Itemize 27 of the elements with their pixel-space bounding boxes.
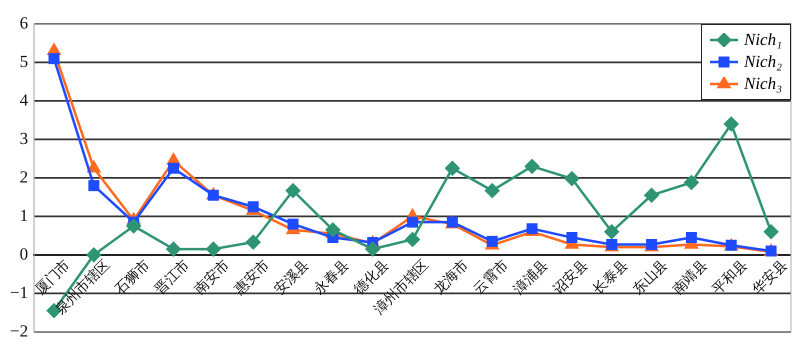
x-tick-label: 平和县 bbox=[710, 256, 751, 298]
legend-label: Nich₂ bbox=[744, 51, 782, 73]
x-tick-label: 龙海市 bbox=[430, 256, 472, 298]
y-tick-label: 1 bbox=[20, 206, 28, 225]
y-tick-label: 4 bbox=[20, 90, 29, 110]
y-tick-label: 3 bbox=[20, 128, 28, 148]
x-tick-label: 惠安市 bbox=[230, 256, 273, 299]
legend-label: Nich₁ bbox=[744, 29, 782, 51]
x-tick-label: 诏安县 bbox=[550, 256, 592, 298]
y-tick-label: 2 bbox=[20, 167, 28, 186]
x-tick-label: 漳浦县 bbox=[510, 256, 552, 298]
x-tick-label: 南靖县 bbox=[670, 256, 711, 298]
legend-label: Nich₃ bbox=[744, 73, 782, 95]
y-tick-label: 0 bbox=[20, 244, 28, 264]
x-tick-label: 南安市 bbox=[192, 256, 233, 298]
x-tick-label: 长泰县 bbox=[590, 256, 632, 298]
y-tick-label: 6 bbox=[20, 13, 28, 32]
x-tick-label: 石狮市 bbox=[112, 256, 154, 298]
y-tick-label: 5 bbox=[20, 52, 28, 71]
x-tick-label: 晋江市 bbox=[152, 256, 193, 298]
y-tick-label: −1 bbox=[10, 282, 28, 302]
x-tick-label: 华安县 bbox=[749, 256, 790, 298]
x-tick-label: 东山县 bbox=[630, 256, 671, 298]
y-tick-label: −2 bbox=[10, 321, 28, 340]
x-tick-label: 云霄市 bbox=[470, 256, 512, 298]
x-tick-label: 永春县 bbox=[311, 256, 352, 298]
x-tick-label: 安溪县 bbox=[271, 256, 312, 298]
